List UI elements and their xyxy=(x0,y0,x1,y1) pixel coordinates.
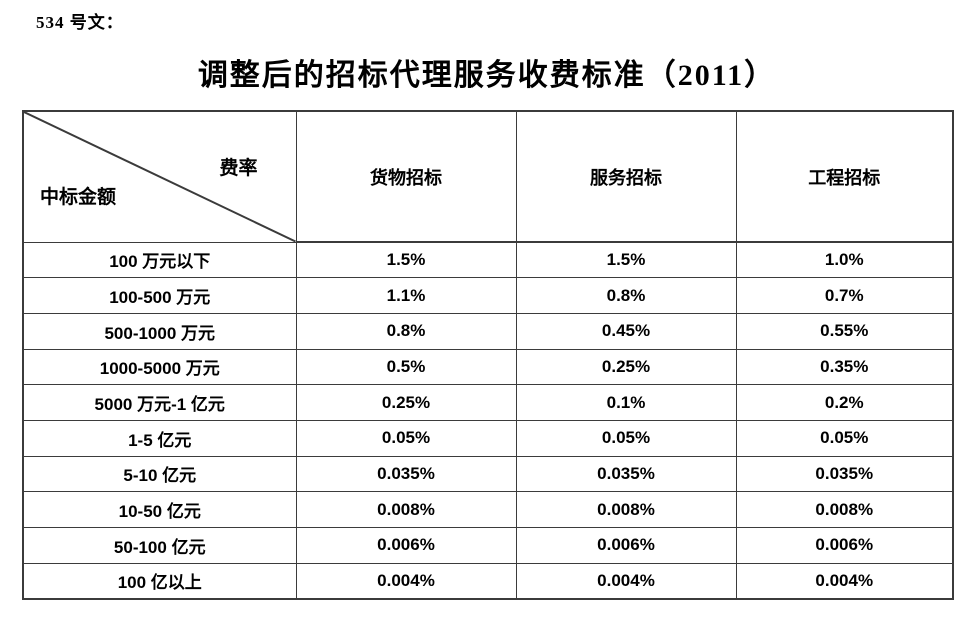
corner-label-fee-rate: 费率 xyxy=(219,158,258,179)
table-row: 500-1000 万元 0.8% 0.45% 0.55% xyxy=(22,312,954,350)
fee-rate-value: 0.006% xyxy=(295,527,517,564)
column-header-service-bidding: 服务招标 xyxy=(515,110,737,243)
page-title: 调整后的招标代理服务收费标准（2011） xyxy=(197,59,777,92)
fee-rate-table: 费率 中标金额 货物招标 服务招标 工程招标 100 万元以下 1.5% 1.5% 1… xyxy=(22,110,954,600)
diagonal-corner-cell: 费率 中标金额 xyxy=(22,110,297,243)
table-row: 50-100 亿元 0.006% 0.006% 0.006% xyxy=(22,527,954,564)
fee-rate-value: 1.0% xyxy=(735,241,954,279)
row-label-bid-amount-range: 500-1000 万元 xyxy=(22,312,297,350)
column-header-goods-bidding: 货物招标 xyxy=(295,110,517,243)
row-label-bid-amount-range: 1000-5000 万元 xyxy=(22,348,297,386)
fee-rate-value: 0.8% xyxy=(515,277,737,314)
fee-rate-value: 0.006% xyxy=(515,527,737,564)
fee-rate-value: 0.004% xyxy=(735,562,954,600)
fee-rate-value: 0.004% xyxy=(295,562,517,600)
fee-rate-value: 0.05% xyxy=(735,419,954,457)
row-label-bid-amount-range: 100 亿以上 xyxy=(22,562,297,600)
fee-rate-value: 0.05% xyxy=(295,419,517,457)
table-row: 100 亿以上 0.004% 0.004% 0.004% xyxy=(22,562,954,600)
table-row: 5-10 亿元 0.035% 0.035% 0.035% xyxy=(22,455,954,493)
row-label-bid-amount-range: 100-500 万元 xyxy=(22,277,297,314)
fee-rate-value: 0.035% xyxy=(295,455,517,493)
fee-rate-value: 1.5% xyxy=(515,241,737,279)
document-number-label: 534 号文： xyxy=(36,13,124,32)
row-label-bid-amount-range: 5000 万元-1 亿元 xyxy=(22,384,297,421)
fee-rate-value: 0.05% xyxy=(515,419,737,457)
table-row: 10-50 亿元 0.008% 0.008% 0.008% xyxy=(22,491,954,528)
fee-rate-value: 0.008% xyxy=(515,491,737,528)
fee-rate-value: 0.008% xyxy=(295,491,517,528)
fee-rate-value: 0.1% xyxy=(515,384,737,421)
fee-rate-value: 0.008% xyxy=(735,491,954,528)
fee-rate-value: 0.2% xyxy=(735,384,954,421)
fee-rate-value: 0.8% xyxy=(295,312,517,350)
fee-rate-value: 0.45% xyxy=(515,312,737,350)
diagonal-divider-line xyxy=(24,112,296,242)
fee-rate-value: 0.035% xyxy=(515,455,737,493)
table-row: 5000 万元-1 亿元 0.25% 0.1% 0.2% xyxy=(22,384,954,421)
row-label-bid-amount-range: 1-5 亿元 xyxy=(22,419,297,457)
corner-label-bid-amount: 中标金额 xyxy=(40,187,117,208)
table-row: 1-5 亿元 0.05% 0.05% 0.05% xyxy=(22,419,954,457)
fee-rate-value: 0.35% xyxy=(735,348,954,386)
row-label-bid-amount-range: 10-50 亿元 xyxy=(22,491,297,528)
fee-rate-value: 0.035% xyxy=(735,455,954,493)
fee-rate-value: 0.25% xyxy=(515,348,737,386)
row-label-bid-amount-range: 100 万元以下 xyxy=(22,241,297,279)
table-row: 100-500 万元 1.1% 0.8% 0.7% xyxy=(22,277,954,314)
fee-rate-value: 0.006% xyxy=(735,527,954,564)
table-row: 1000-5000 万元 0.5% 0.25% 0.35% xyxy=(22,348,954,386)
row-label-bid-amount-range: 5-10 亿元 xyxy=(22,455,297,493)
fee-rate-value: 0.25% xyxy=(295,384,517,421)
fee-rate-value: 0.55% xyxy=(735,312,954,350)
fee-rate-value: 1.5% xyxy=(295,241,517,279)
fee-rate-value: 1.1% xyxy=(295,277,517,314)
fee-rate-value: 0.004% xyxy=(515,562,737,600)
row-label-bid-amount-range: 50-100 亿元 xyxy=(22,527,297,564)
table-row: 100 万元以下 1.5% 1.5% 1.0% xyxy=(22,241,954,279)
column-header-engineering-bidding: 工程招标 xyxy=(735,110,954,243)
table-header-row: 费率 中标金额 货物招标 服务招标 工程招标 xyxy=(22,110,954,243)
fee-table-body: 100 万元以下 1.5% 1.5% 1.0% 100-500 万元 1.1% 0.8% 0.… xyxy=(22,241,954,600)
fee-rate-value: 0.7% xyxy=(735,277,954,314)
fee-rate-value: 0.5% xyxy=(295,348,517,386)
